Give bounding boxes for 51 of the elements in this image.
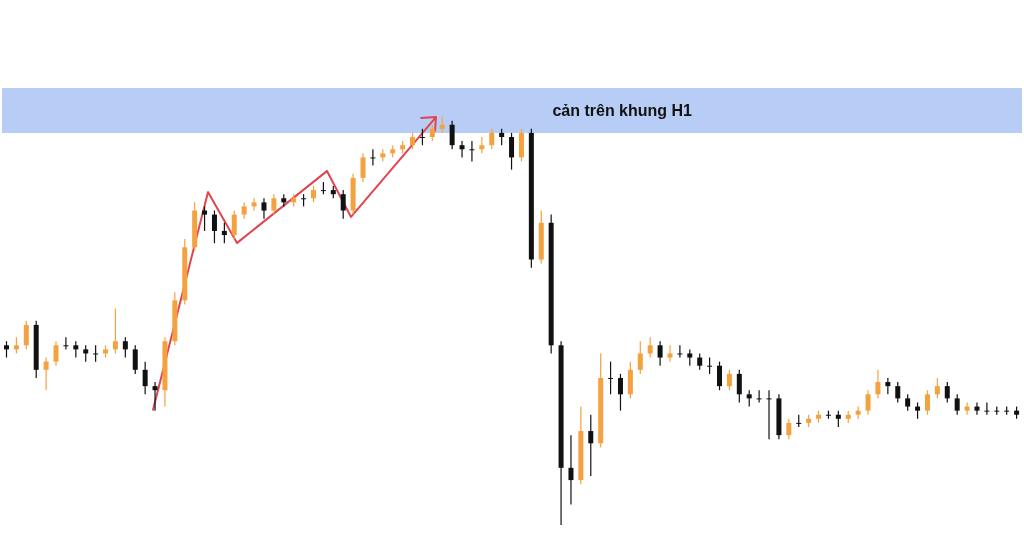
candlestick: [974, 401, 980, 416]
candlestick: [231, 209, 237, 240]
candlestick: [202, 205, 208, 232]
candlestick: [271, 193, 277, 216]
candlestick: [617, 373, 623, 412]
candlestick: [261, 197, 267, 220]
candlestick: [152, 381, 158, 412]
candlestick: [964, 401, 970, 416]
candlestick: [489, 128, 495, 150]
candlestick: [211, 209, 217, 244]
candlestick: [944, 381, 950, 404]
candlestick: [588, 414, 594, 477]
candlestick: [340, 189, 346, 220]
candlestick: [132, 344, 138, 375]
candlestick: [717, 361, 723, 391]
candlestick: [370, 148, 376, 167]
candlestick: [657, 340, 663, 367]
candlestick: [459, 140, 465, 159]
candlestick: [509, 132, 515, 171]
candlestick: [934, 377, 940, 399]
candlestick: [449, 120, 455, 150]
candlestick: [885, 377, 891, 395]
candlestick: [726, 369, 732, 391]
candlestick: [360, 152, 366, 183]
candlestick: [469, 140, 475, 163]
candlestick: [122, 336, 128, 359]
candlestick: [608, 361, 614, 395]
candlestick: [924, 389, 930, 416]
candlestick: [221, 222, 227, 244]
candlestick: [23, 320, 29, 350]
candlestick: [756, 389, 762, 404]
candlestick: [766, 389, 772, 440]
candlestick: [875, 369, 881, 399]
candlestick: [568, 434, 574, 506]
band-label: cản trên khung H1: [552, 101, 693, 119]
candlestick: [43, 356, 49, 391]
candlestick: [677, 344, 683, 359]
candlestick: [637, 340, 643, 375]
candlestick: [736, 369, 742, 404]
candlestick: [63, 336, 69, 350]
candlestick: [142, 361, 148, 395]
candlestick: [667, 344, 673, 363]
candlestick: [865, 389, 871, 416]
candlestick: [112, 307, 118, 355]
candlestick: [647, 336, 653, 359]
candlestick: [984, 401, 990, 416]
candlestick: [954, 393, 960, 416]
candlestick: [53, 340, 59, 367]
candlestick: [786, 418, 792, 440]
candlestick: [895, 381, 901, 404]
candlestick: [251, 197, 257, 212]
